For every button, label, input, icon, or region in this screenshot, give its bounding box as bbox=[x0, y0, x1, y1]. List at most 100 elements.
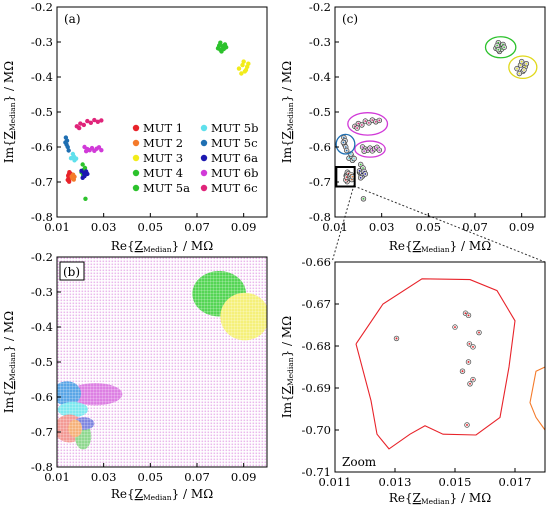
panel-b-plot-area bbox=[57, 257, 267, 467]
panel-a: 0.01 0.03 0.05 0.07 0.09 -0.2 -0.3 -0.4 -0.5 -0.6… bbox=[2, 0, 268, 254]
panel-b-xlabel-pre: Re{ bbox=[111, 487, 135, 501]
legend-label: MUT 5c bbox=[211, 136, 258, 150]
point-core bbox=[359, 163, 362, 166]
boundary-mut-5c bbox=[335, 133, 356, 155]
point-core bbox=[361, 146, 364, 148]
point-core bbox=[351, 175, 354, 178]
point-core bbox=[466, 424, 468, 426]
zoom-connector bbox=[331, 184, 546, 263]
point-mut-6a bbox=[80, 175, 85, 180]
x-tick-label: 0.07 bbox=[184, 470, 210, 484]
y-tick-label: -0.6 bbox=[31, 390, 53, 404]
point-mut-5b bbox=[70, 151, 76, 157]
point-core bbox=[520, 60, 523, 63]
panel-b-xlabel: Re{ZMedian} / MΩ bbox=[111, 487, 213, 502]
y-tick-label: -0.4 bbox=[31, 70, 53, 84]
panel-c-ticks: 0.01 0.03 0.05 0.07 0.09 -0.2 -0.3 -0.4 -0.5 -0.6… bbox=[309, 0, 535, 234]
x-tick-label: 0.03 bbox=[91, 470, 117, 484]
point-mut-6c bbox=[78, 121, 83, 126]
y-tick-label: -0.71 bbox=[302, 465, 332, 479]
y-tick-label: -0.3 bbox=[309, 35, 331, 49]
point-core bbox=[467, 361, 470, 363]
point-mut-5a bbox=[83, 196, 88, 201]
point-core bbox=[378, 119, 381, 122]
point-core bbox=[464, 312, 467, 315]
legend-marker bbox=[132, 169, 140, 177]
y-tick-label: -0.8 bbox=[309, 210, 331, 224]
x-tick-label: 0.05 bbox=[416, 220, 442, 234]
panel-zoom-xlabel-z: Z bbox=[413, 491, 421, 505]
panel-c-label: (c) bbox=[342, 12, 358, 26]
x-tick-label: 0.013 bbox=[379, 475, 412, 489]
point-mut-6b bbox=[99, 147, 104, 153]
panel-a-xlabel-pre: Re{ bbox=[111, 239, 135, 253]
panel-zoom-label: Zoom bbox=[342, 455, 377, 469]
y-tick-label: -0.7 bbox=[31, 175, 53, 189]
point-core bbox=[348, 157, 350, 159]
legend-label: MUT 6a bbox=[211, 151, 258, 165]
point-mut-6b bbox=[83, 149, 89, 154]
panel-a-ylabel-post: } / MΩ bbox=[2, 61, 16, 103]
legend-marker bbox=[200, 184, 208, 192]
point-core bbox=[503, 46, 505, 49]
panel-c-frame bbox=[334, 6, 546, 218]
y-tick-label: -0.8 bbox=[31, 460, 53, 474]
panel-b-xlabel-z: Z bbox=[135, 487, 143, 501]
y-tick-label: -0.5 bbox=[31, 105, 53, 119]
x-tick-label: 0.01 bbox=[44, 220, 70, 234]
point-core bbox=[395, 337, 398, 340]
panel-zoom-ylabel-post: } / MΩ bbox=[280, 316, 294, 358]
point-core bbox=[478, 331, 480, 334]
panel-b-ylabel-sub: Median bbox=[8, 352, 17, 381]
x-tick-label: 0.05 bbox=[138, 220, 164, 234]
x-tick-label: 0.05 bbox=[138, 470, 164, 484]
point-mut-4 bbox=[216, 43, 222, 48]
panel-zoom-frame bbox=[334, 261, 546, 473]
panel-b-ylabel-z: Z bbox=[2, 381, 16, 389]
panel-b-ylabel-post: } / MΩ bbox=[2, 311, 16, 353]
panel-b-ticks: 0.01 0.03 0.05 0.07 0.09 -0.2 -0.3 -0.4 -0.5 -0.6… bbox=[31, 250, 257, 484]
point-core bbox=[345, 149, 348, 152]
y-tick-label: -0.4 bbox=[309, 70, 331, 84]
boundary-mut-2 bbox=[529, 366, 545, 431]
panel-b-ylabel: Im{ZMedian} / MΩ bbox=[2, 311, 17, 413]
panel-b-xlabel-sub: Median bbox=[143, 493, 172, 502]
panel-zoom-plot-area bbox=[355, 278, 545, 450]
panel-a-ylabel: Im{ZMedian} / MΩ bbox=[2, 61, 17, 163]
point-core bbox=[518, 72, 521, 75]
point-mut-3 bbox=[239, 71, 244, 76]
panel-b-ylabel-pre: Im{ bbox=[2, 389, 16, 413]
x-tick-label: 0.017 bbox=[499, 475, 532, 489]
y-tick-label: -0.4 bbox=[31, 320, 53, 334]
boundary-mut-3 bbox=[508, 55, 538, 80]
panel-zoom: 0.011 0.013 0.015 0.017 -0.66 -0.67 -0.68 -0.69… bbox=[280, 255, 546, 506]
panel-b: 0.01 0.03 0.05 0.07 0.09 -0.2 -0.3 -0.4 -0.5 -0.6… bbox=[2, 250, 268, 502]
panel-zoom-ylabel-sub: Median bbox=[286, 357, 295, 386]
panel-c-xlabel-sub: Median bbox=[421, 245, 450, 254]
legend-label: MUT 5b bbox=[211, 121, 258, 135]
x-tick-label: 0.015 bbox=[439, 475, 472, 489]
point-core bbox=[468, 343, 471, 345]
panel-c-ylabel-z: Z bbox=[280, 131, 294, 139]
point-mut-3 bbox=[243, 67, 249, 73]
point-core bbox=[496, 44, 498, 47]
point-mut-3 bbox=[240, 62, 245, 68]
point-core bbox=[454, 326, 456, 328]
point-mut-5c bbox=[65, 144, 70, 150]
point-core bbox=[378, 149, 381, 151]
point-mut-5c bbox=[66, 148, 71, 153]
point-core bbox=[376, 146, 378, 149]
point-core bbox=[467, 314, 470, 317]
panel-a-plot-area bbox=[63, 40, 251, 201]
y-tick-label: -0.3 bbox=[31, 35, 53, 49]
panel-c-xlabel-z: Z bbox=[413, 239, 421, 253]
point-mut-6c bbox=[88, 120, 94, 126]
x-tick-label: 0.011 bbox=[319, 475, 352, 489]
panel-zoom-xlabel: Re{ZMedian} / MΩ bbox=[389, 491, 491, 506]
point-mut-6c bbox=[99, 118, 104, 123]
y-tick-label: -0.7 bbox=[31, 425, 53, 439]
point-mut-3 bbox=[241, 59, 246, 64]
panel-zoom-ylabel: Im{ZMedian} / MΩ bbox=[280, 316, 295, 418]
